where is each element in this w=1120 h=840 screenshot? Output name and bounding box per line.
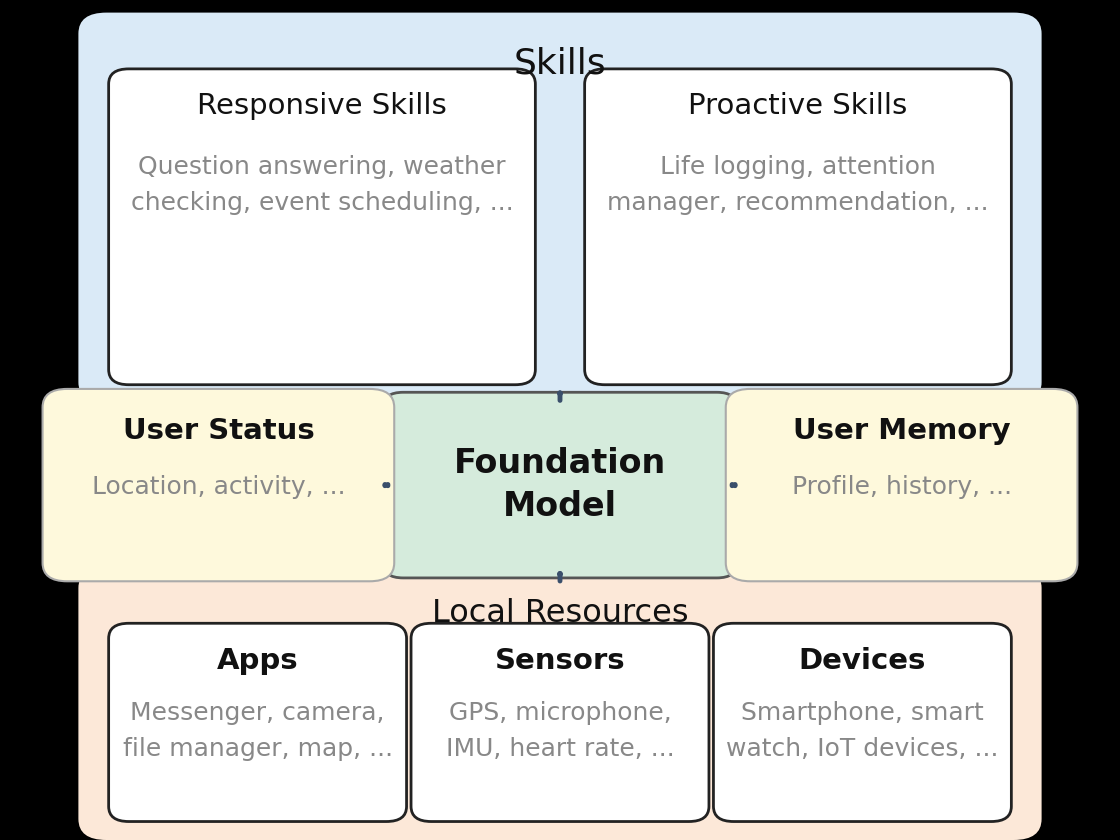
Text: User Memory: User Memory [793,417,1010,445]
Text: Sensors: Sensors [495,647,625,675]
Text: GPS, microphone,
IMU, heart rate, ...: GPS, microphone, IMU, heart rate, ... [446,701,674,761]
Text: Life logging, attention
manager, recommendation, ...: Life logging, attention manager, recomme… [607,155,989,215]
FancyBboxPatch shape [726,389,1077,581]
Text: Foundation
Model: Foundation Model [454,447,666,523]
Text: Local Resources: Local Resources [431,598,689,629]
Text: Smartphone, smart
watch, IoT devices, ...: Smartphone, smart watch, IoT devices, ..… [726,701,999,761]
Text: User Status: User Status [122,417,315,445]
Text: Skills: Skills [514,46,606,80]
Text: Devices: Devices [799,647,926,675]
FancyBboxPatch shape [383,392,737,578]
FancyBboxPatch shape [78,567,1042,840]
FancyBboxPatch shape [411,623,709,822]
FancyBboxPatch shape [109,623,407,822]
FancyBboxPatch shape [713,623,1011,822]
FancyBboxPatch shape [109,69,535,385]
Text: Proactive Skills: Proactive Skills [689,92,907,120]
FancyBboxPatch shape [43,389,394,581]
Text: Apps: Apps [217,647,298,675]
Text: Responsive Skills: Responsive Skills [197,92,447,120]
FancyBboxPatch shape [585,69,1011,385]
Text: Location, activity, ...: Location, activity, ... [92,475,345,499]
Text: Question answering, weather
checking, event scheduling, ...: Question answering, weather checking, ev… [131,155,513,215]
Text: Profile, history, ...: Profile, history, ... [792,475,1011,499]
FancyBboxPatch shape [78,13,1042,403]
Text: Messenger, camera,
file manager, map, ...: Messenger, camera, file manager, map, ..… [122,701,393,761]
